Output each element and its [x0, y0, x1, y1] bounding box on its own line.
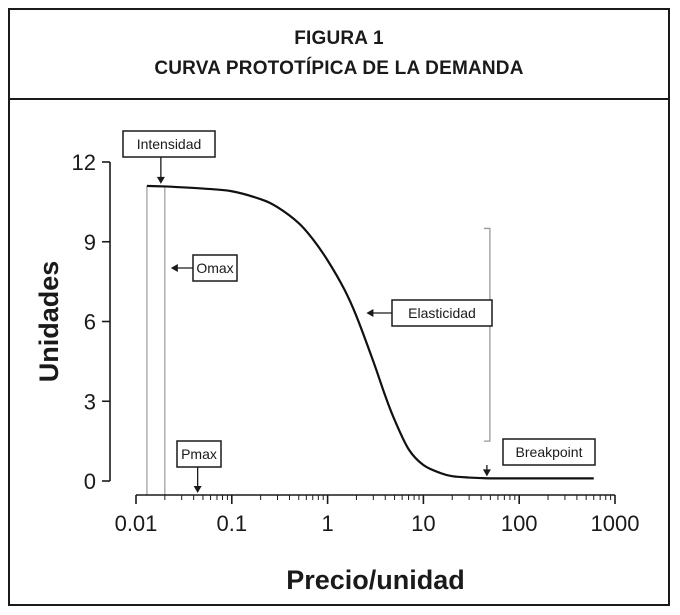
annotation-box — [176, 440, 222, 468]
x-tick-label: 0.01 — [115, 511, 158, 536]
annotation-label: Pmax — [181, 446, 217, 462]
y-axis-title: Unidades — [34, 261, 64, 383]
demand-curve-line — [146, 184, 594, 480]
elasticity-bracket — [483, 227, 491, 442]
annotation-arrowhead — [193, 486, 202, 493]
figure-label: FIGURA 1 — [294, 28, 384, 49]
annotation-label: Elasticidad — [408, 305, 476, 321]
axes: 0 3 6 9 12 0.01 0.1 1 10 100 1000 — [72, 150, 640, 536]
annotation-label: Breakpoint — [516, 444, 583, 460]
annotations-layer: Intensidad Omax Pmax Elasticidad Breakpoint — [122, 130, 596, 493]
x-tick-label: 1000 — [591, 511, 640, 536]
x-tick-label: 100 — [501, 511, 538, 536]
annotation-box — [502, 438, 596, 466]
figure-frame: FIGURA 1 CURVA PROTOTÍPICA DE LA DEMANDA — [8, 8, 670, 606]
y-tick-label: 9 — [84, 230, 96, 255]
y-tick-label: 6 — [84, 310, 96, 335]
annotation-arrowhead — [482, 469, 491, 477]
series-layer — [146, 184, 594, 480]
annotation-box — [122, 130, 216, 158]
y-tick-label: 3 — [84, 389, 96, 414]
figure-header: FIGURA 1 CURVA PROTOTÍPICA DE LA DEMANDA — [10, 10, 668, 100]
figure-title: CURVA PROTOTÍPICA DE LA DEMANDA — [154, 58, 524, 79]
x-tick-label: 0.1 — [217, 511, 248, 536]
annotation-box — [192, 254, 238, 282]
x-tick-label: 1 — [321, 511, 333, 536]
x-axis-title: Precio/unidad — [286, 565, 465, 595]
y-tick-label: 12 — [72, 150, 96, 175]
annotation-label: Omax — [196, 260, 233, 276]
annotation-arrowhead — [366, 309, 374, 317]
annotation-arrowhead — [170, 264, 178, 272]
y-tick-label: 0 — [84, 469, 96, 494]
x-tick-label: 10 — [411, 511, 435, 536]
reference-lines — [146, 185, 491, 495]
annotation-arrowhead — [156, 176, 165, 184]
annotation-label: Intensidad — [137, 136, 202, 152]
